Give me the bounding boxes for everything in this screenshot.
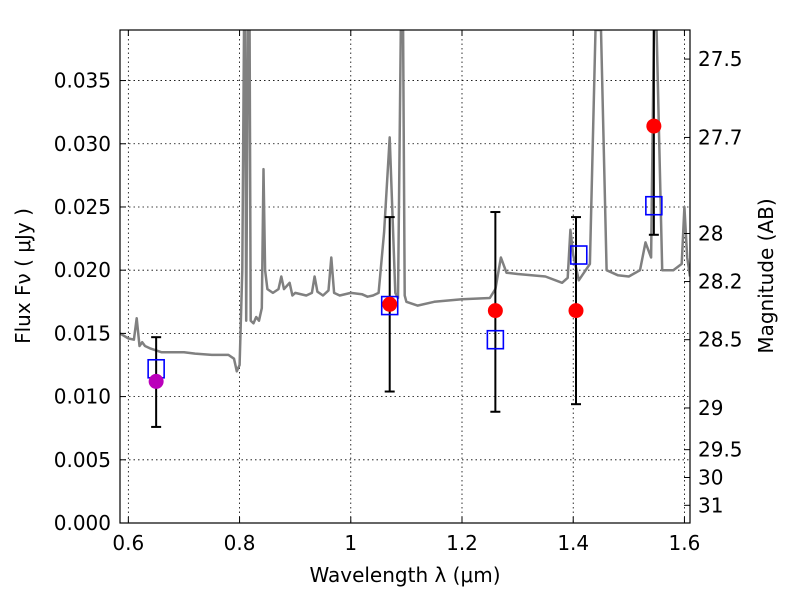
y-tick-label: 0.020 — [54, 258, 111, 282]
y2-tick-label: 27.7 — [698, 125, 743, 149]
blue-square-marker — [569, 245, 588, 265]
y-tick-label: 0.025 — [54, 195, 111, 219]
x-tick-label: 1.4 — [557, 531, 589, 555]
y2-tick-label: 29 — [698, 396, 723, 420]
blue-square-marker — [486, 329, 505, 350]
spectrum-line — [120, 30, 690, 373]
x-tick-label: 0.6 — [112, 531, 144, 555]
red-data-point — [382, 296, 398, 312]
x-tick-label: 1.6 — [669, 531, 701, 555]
tick-labels: 0.6 0.8 1 1.2 1.4 1.6 0.000 0.005 0.010 0.015 0.02… — [54, 47, 743, 555]
y-tick-label: 0.035 — [54, 69, 111, 93]
y-tick-label: 0.015 — [54, 321, 111, 345]
y-tick-label: 0.005 — [54, 448, 111, 472]
spectrum-layer — [120, 30, 690, 373]
y2-tick-label: 28 — [698, 222, 723, 246]
y-tick-label: 0.000 — [54, 511, 111, 535]
red-data-point — [568, 303, 584, 319]
red-data-point — [646, 118, 662, 134]
axis-ticks — [120, 30, 690, 524]
y-tick-label: 0.010 — [54, 385, 111, 409]
y2-axis-label: Magnitude (AB) — [754, 198, 778, 353]
red-data-point — [487, 303, 503, 319]
x-tick-label: 1.2 — [446, 531, 478, 555]
y2-tick-label: 27.5 — [698, 47, 743, 71]
y2-tick-label: 31 — [698, 493, 723, 517]
y2-tick-label: 28.2 — [698, 270, 743, 294]
markers — [147, 118, 663, 389]
y2-tick-label: 30 — [698, 465, 723, 489]
plot-frame — [119, 29, 691, 524]
y2-tick-label: 28.5 — [698, 328, 743, 352]
x-tick-label: 1 — [344, 531, 357, 555]
y-tick-label: 0.030 — [54, 132, 111, 156]
x-tick-label: 0.8 — [224, 531, 256, 555]
y2-tick-label: 29.5 — [698, 438, 743, 462]
purple-data-point — [148, 373, 164, 389]
blue-square-marker — [380, 295, 399, 316]
x-axis-label: Wavelength λ (μm) — [309, 563, 500, 587]
y-axis-label: Flux Fν ( μJy ) — [11, 208, 35, 344]
blue-square-marker — [645, 195, 663, 216]
